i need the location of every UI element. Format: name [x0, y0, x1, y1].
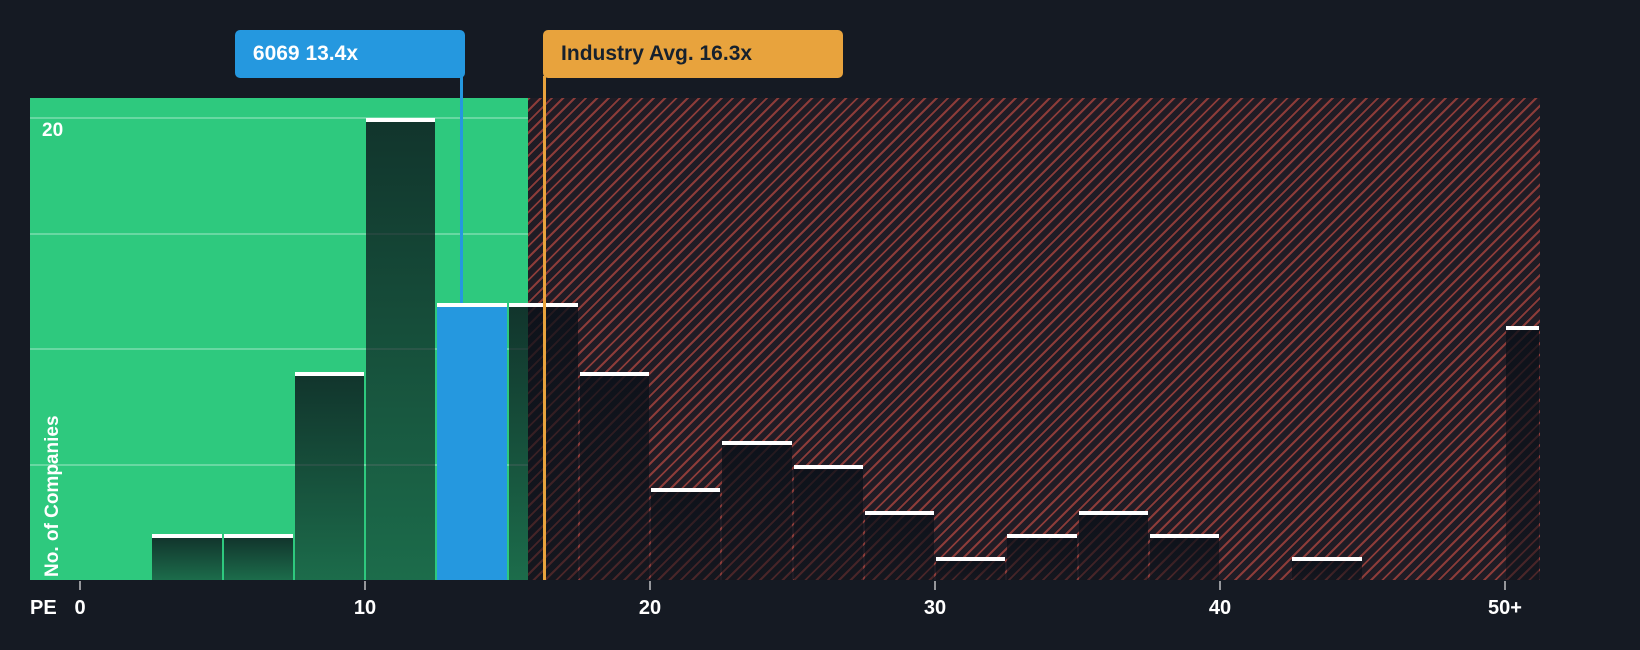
histogram-bar-pe-17.5[interactable] — [579, 372, 649, 580]
x-axis-title: PE — [30, 597, 57, 619]
x-tick-label-40: 40 — [1208, 597, 1232, 619]
histogram-bar-pe-10[interactable] — [366, 118, 436, 580]
gridline-10 — [30, 348, 528, 350]
histogram-bar-pe-27.5[interactable] — [864, 510, 934, 580]
histogram-bar-pe-12.5[interactable] — [437, 302, 507, 580]
x-tick-label-10: 10 — [353, 597, 377, 619]
industry-average-line — [543, 76, 547, 580]
company-marker-line — [460, 76, 464, 303]
gridline-5 — [30, 463, 528, 466]
x-tick-label-50+: 50+ — [1488, 597, 1522, 619]
histogram-bar-pe-30[interactable] — [936, 556, 1006, 580]
histogram-bar-pe-20[interactable] — [651, 487, 721, 580]
industry-avg-label: Industry Avg. 16.3x — [561, 42, 753, 65]
gridline-20 — [30, 117, 528, 119]
histogram-bar-pe-22.5[interactable] — [722, 441, 792, 580]
histogram-bar-pe-42.5[interactable] — [1292, 556, 1362, 580]
histogram-bar-pe-37.5[interactable] — [1149, 533, 1219, 580]
above-average-hatched-zone — [528, 98, 1540, 580]
x-tick-label-0: 0 — [74, 597, 86, 619]
company-pe-tooltip: 6069 13.4x — [234, 30, 465, 78]
histogram-bar-pe-2.5[interactable] — [152, 533, 222, 580]
histogram-bar-pe-32.5[interactable] — [1007, 533, 1077, 580]
x-tick-0 — [79, 581, 81, 590]
x-tick-10 — [364, 581, 366, 590]
x-tick-40 — [1219, 581, 1221, 590]
x-tick-label-20: 20 — [638, 597, 662, 619]
company-pe-label: 6069 13.4x — [252, 42, 358, 65]
x-tick-50+ — [1504, 581, 1506, 590]
x-tick-20 — [649, 581, 651, 590]
y-axis-title: No. of Companies — [42, 415, 63, 577]
histogram-bar-pe-50[interactable] — [1506, 325, 1539, 580]
gridline-15 — [30, 232, 528, 235]
y-axis-max-label: 20 — [42, 120, 64, 141]
histogram-bar-pe-35[interactable] — [1078, 510, 1148, 580]
x-tick-30 — [934, 581, 936, 590]
histogram-bar-pe-5[interactable] — [223, 533, 293, 580]
industry-avg-tooltip: Industry Avg. 16.3x — [543, 30, 844, 78]
histogram-bar-pe-7.5[interactable] — [294, 372, 364, 580]
histogram-bar-pe-25[interactable] — [793, 464, 863, 580]
x-tick-label-30: 30 — [923, 597, 947, 619]
